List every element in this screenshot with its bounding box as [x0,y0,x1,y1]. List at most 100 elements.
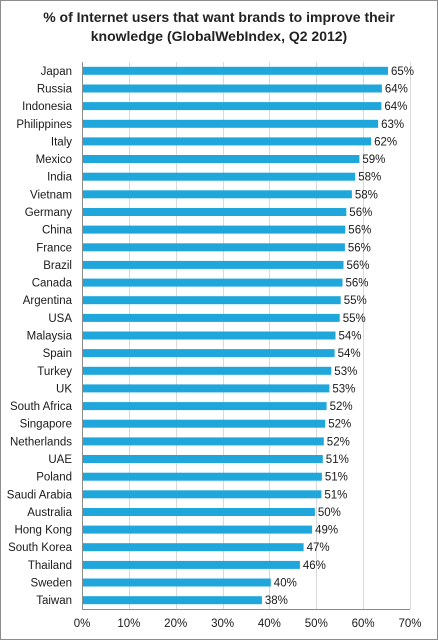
value-label-19: 52% [330,401,353,413]
category-label-22: UAE [48,454,72,466]
bar-20 [82,419,326,428]
category-label-25: Australia [27,507,72,519]
value-label-17: 53% [334,366,357,378]
category-label-29: Sweden [30,578,72,590]
value-label-13: 55% [344,295,367,307]
bar-6 [82,172,356,181]
value-label-28: 46% [303,560,326,572]
bar-17 [82,366,332,375]
bar-18 [82,384,330,393]
bar-9 [82,225,346,234]
category-label-13: Argentina [23,295,73,307]
x-tick-label-3: 30% [211,618,234,630]
category-label-2: Indonesia [22,101,72,113]
value-label-12: 56% [346,278,369,290]
bar-15 [82,331,336,340]
category-label-26: Hong Kong [14,525,72,537]
bar-2 [82,102,382,111]
bar-16 [82,349,335,358]
bar-11 [82,260,344,269]
value-label-4: 62% [374,136,397,148]
bar-10 [82,243,345,252]
value-label-30: 38% [265,595,288,607]
bar-13 [82,296,341,305]
category-label-0: Japan [41,66,72,78]
bar-22 [82,455,323,463]
category-label-15: Malaysia [27,331,73,343]
value-label-29: 40% [274,578,297,590]
category-label-5: Mexico [36,154,72,166]
value-label-22: 51% [326,454,349,466]
category-label-28: Thailand [28,560,72,572]
category-label-6: India [47,172,73,184]
category-label-23: Poland [36,472,72,484]
x-tick-label-2: 20% [164,618,187,630]
category-label-10: France [36,242,72,254]
value-label-1: 64% [385,84,408,96]
bar-21 [82,437,324,446]
chart-title-line-1: % of Internet users that want brands to … [43,9,395,25]
bar-24 [82,490,322,499]
category-label-16: Spain [43,348,72,360]
bar-12 [82,278,343,287]
value-label-14: 55% [343,313,366,325]
bar-1 [82,84,382,93]
value-label-9: 56% [348,225,371,237]
value-label-25: 50% [318,507,341,519]
x-tick-label-7: 70% [398,618,421,630]
value-label-23: 51% [325,472,348,484]
bar-14 [82,313,340,322]
category-label-3: Philippines [16,119,72,131]
value-label-8: 56% [349,207,372,219]
x-tick-label-0: 0% [74,618,91,630]
category-label-19: South Africa [10,401,73,413]
bar-26 [82,525,313,534]
bar-23 [82,472,322,481]
value-label-16: 54% [338,348,361,360]
value-label-21: 52% [327,436,350,448]
category-label-21: Netherlands [10,436,72,448]
bar-0 [82,66,388,75]
category-label-18: UK [56,383,72,395]
category-label-24: Saudi Arabia [7,489,73,501]
bar-30 [82,596,262,605]
value-label-6: 58% [358,172,381,184]
category-label-14: USA [48,313,72,325]
x-tick-label-1: 10% [117,618,140,630]
value-label-27: 47% [307,542,330,554]
category-label-30: Taiwan [36,595,72,607]
value-label-26: 49% [315,525,338,537]
category-label-1: Russia [37,84,73,96]
bar-28 [82,560,300,569]
value-label-11: 56% [347,260,370,272]
category-label-20: Singapore [20,419,72,431]
value-label-20: 52% [328,419,351,431]
value-label-7: 58% [355,189,378,201]
value-label-10: 56% [348,242,371,254]
bar-29 [82,578,271,587]
value-label-2: 64% [384,101,407,113]
chart-title: % of Internet users that want brands to … [0,8,438,46]
bar-4 [82,137,372,146]
bar-7 [82,190,352,199]
value-label-5: 59% [362,154,385,166]
bar-8 [82,208,347,216]
x-tick-label-4: 40% [258,618,281,630]
category-label-9: China [42,225,73,237]
category-label-7: Vietnam [30,189,72,201]
category-label-8: Germany [25,207,73,219]
category-label-11: Brazil [43,260,72,272]
bar-5 [82,155,360,163]
bar-3 [82,119,379,128]
x-tick-label-6: 60% [352,618,375,630]
category-label-4: Italy [51,136,72,148]
bar-25 [82,508,315,516]
category-label-12: Canada [32,278,73,290]
category-label-27: South Korea [8,542,73,554]
bar-19 [82,402,327,411]
value-label-24: 51% [324,489,347,501]
value-label-18: 53% [332,383,355,395]
value-label-15: 54% [339,331,362,343]
chart-title-line-2: knowledge (GlobalWebIndex, Q2 2012) [90,28,348,44]
